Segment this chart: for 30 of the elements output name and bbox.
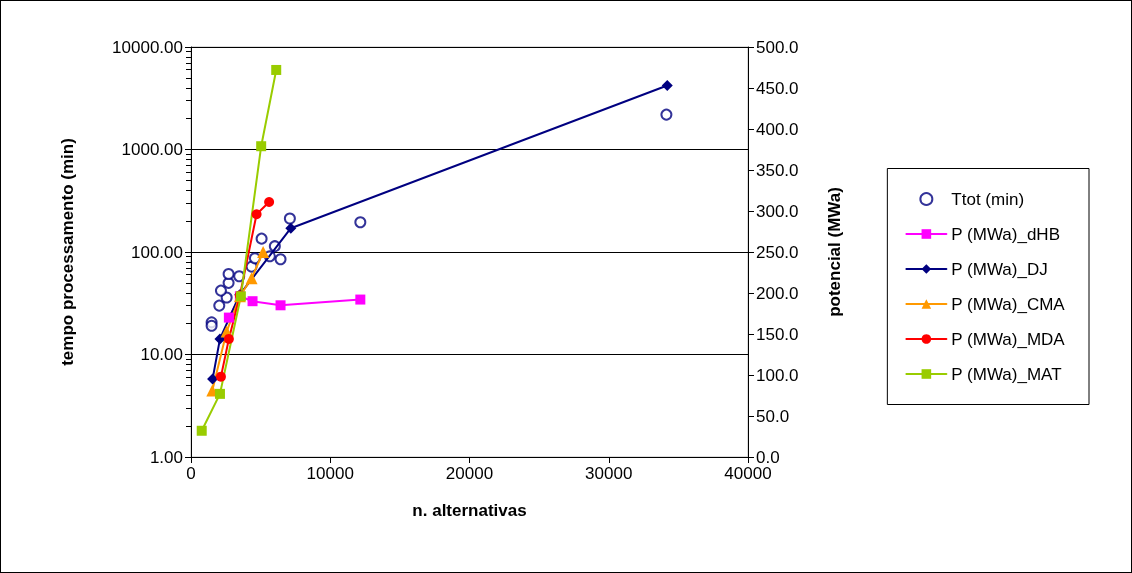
y2-tick-label: 300.0 [756, 201, 799, 221]
legend-label: Ttot (min) [951, 189, 1025, 209]
y-tick-label: 1.00 [149, 447, 183, 467]
y2-tick-label: 0.0 [756, 447, 780, 467]
y2-tick-label: 150.0 [756, 324, 799, 344]
y-tick-label: 1000.00 [121, 140, 183, 159]
x-tick-label: 30000 [585, 464, 633, 483]
y2-tick-label: 500.0 [756, 37, 799, 57]
legend-label: P (MWa)_MAT [951, 364, 1062, 384]
y2-tick-label: 100.0 [756, 365, 799, 385]
y-tick-label: 10.00 [140, 345, 183, 364]
x-tick-label: 40000 [724, 464, 772, 483]
legend-label: P (MWa)_CMA [951, 294, 1066, 314]
y2-tick-label: 450.0 [756, 78, 799, 98]
x-tick-label: 20000 [445, 464, 494, 483]
y-axis-title: tempo processamento (min) [58, 138, 77, 366]
x-tick-label: 0 [186, 464, 196, 483]
y2-tick-label: 350.0 [756, 160, 799, 180]
y-tick-label: 10000.00 [112, 37, 183, 57]
x-tick-label: 10000 [306, 464, 354, 483]
y2-tick-label: 250.0 [756, 242, 799, 262]
y2-tick-label: 200.0 [756, 283, 799, 303]
legend-label: P (MWa)_MDA [951, 329, 1066, 349]
legend-label: P (MWa)_dHB [951, 224, 1060, 244]
y2-axis-title: potencial (MWa) [825, 187, 844, 317]
y-tick-label: 100.00 [131, 242, 183, 262]
y2-tick-label: 50.0 [756, 406, 790, 426]
x-axis-title: n. alternativas [412, 501, 527, 520]
legend-label: P (MWa)_DJ [951, 259, 1048, 279]
y2-tick-label: 400.0 [756, 119, 799, 139]
